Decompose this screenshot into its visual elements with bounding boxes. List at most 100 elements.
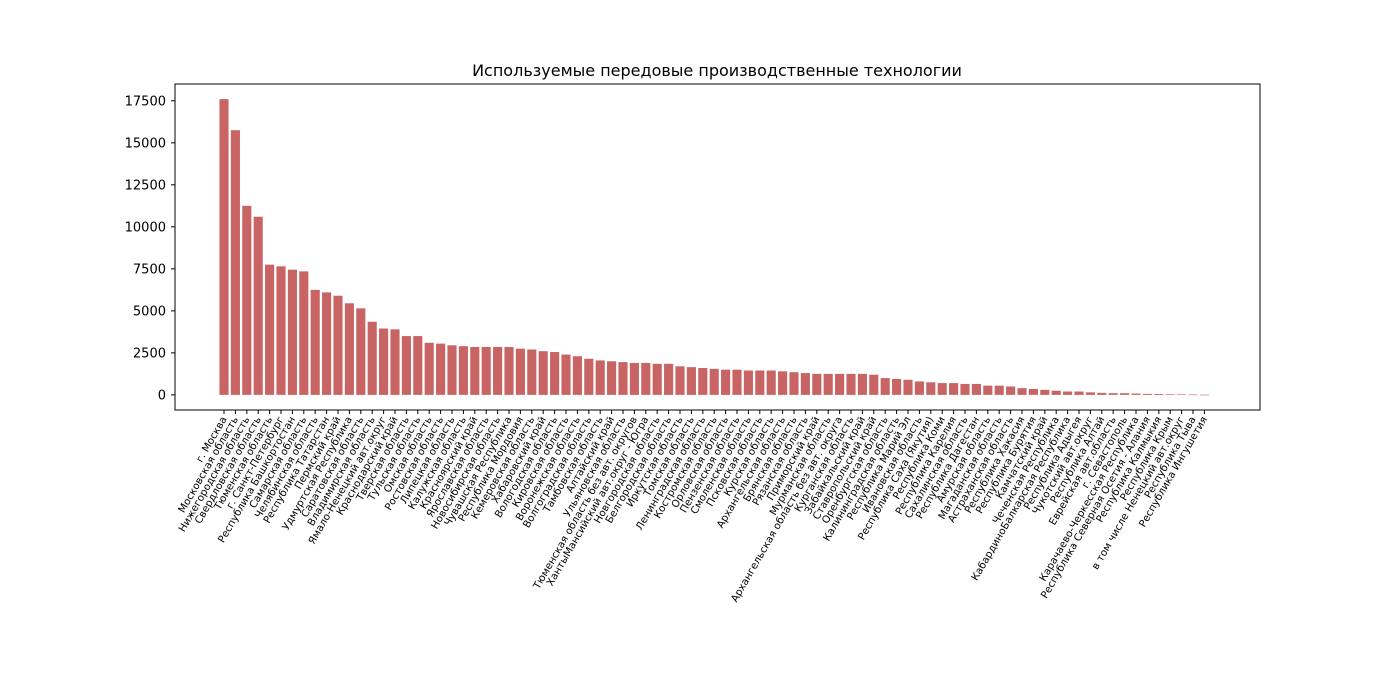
bar bbox=[367, 321, 377, 395]
bar bbox=[493, 346, 503, 395]
bar bbox=[994, 385, 1004, 395]
bar bbox=[1097, 392, 1107, 395]
bar bbox=[481, 346, 491, 395]
bar bbox=[470, 346, 480, 395]
bar bbox=[937, 383, 947, 395]
bar bbox=[230, 130, 240, 395]
y-tick-label: 10000 bbox=[125, 220, 166, 235]
bar bbox=[869, 374, 879, 395]
bar bbox=[253, 216, 263, 395]
bar bbox=[310, 289, 320, 395]
bar bbox=[971, 383, 981, 395]
bar bbox=[618, 362, 628, 395]
bar bbox=[333, 295, 343, 395]
bar bbox=[242, 205, 252, 395]
bar bbox=[686, 367, 696, 395]
bar bbox=[675, 366, 685, 395]
chart-title: Используемые передовые производственные … bbox=[472, 61, 962, 80]
bar bbox=[1131, 393, 1141, 395]
bar bbox=[390, 329, 400, 395]
bar bbox=[766, 370, 776, 395]
bar bbox=[641, 362, 651, 395]
bar bbox=[823, 373, 833, 395]
bar bbox=[538, 351, 548, 395]
bar bbox=[287, 269, 297, 395]
bar bbox=[778, 371, 788, 395]
bar bbox=[1063, 391, 1073, 395]
bar bbox=[743, 370, 753, 395]
bar bbox=[401, 336, 411, 395]
bar bbox=[846, 373, 856, 395]
bar bbox=[379, 328, 389, 395]
bar bbox=[652, 363, 662, 395]
bar bbox=[755, 370, 765, 395]
bar bbox=[721, 369, 731, 395]
bar bbox=[903, 379, 913, 395]
y-axis: 0 2500 5000 7500 10000 12500 15000 17500 bbox=[125, 94, 175, 403]
bar bbox=[857, 373, 867, 395]
bar bbox=[698, 367, 708, 395]
bar bbox=[561, 354, 571, 395]
bar bbox=[914, 381, 924, 395]
bar bbox=[344, 303, 354, 395]
bar bbox=[322, 292, 332, 395]
bar bbox=[550, 352, 560, 395]
bar bbox=[926, 382, 936, 395]
bar bbox=[413, 336, 423, 395]
bar bbox=[732, 369, 742, 395]
y-tick-label: 15000 bbox=[125, 136, 166, 151]
y-tick-label: 17500 bbox=[125, 94, 166, 109]
bar bbox=[1199, 394, 1209, 396]
bar bbox=[584, 358, 594, 395]
bar bbox=[1017, 388, 1027, 395]
bar bbox=[1142, 393, 1152, 395]
bar bbox=[1154, 394, 1164, 395]
bar bbox=[504, 346, 514, 395]
bar bbox=[629, 362, 639, 395]
bar bbox=[299, 271, 309, 395]
bar bbox=[572, 356, 582, 395]
bar bbox=[1085, 392, 1095, 395]
bar bbox=[1120, 393, 1130, 395]
bar bbox=[265, 264, 275, 395]
y-tick-label: 5000 bbox=[133, 304, 166, 319]
bar bbox=[607, 361, 617, 395]
bar bbox=[276, 266, 286, 395]
y-tick-label: 12500 bbox=[125, 178, 166, 193]
y-tick-label: 2500 bbox=[133, 346, 166, 361]
bar bbox=[1188, 394, 1198, 396]
bar bbox=[595, 360, 605, 395]
bar bbox=[800, 373, 810, 395]
y-tick-label: 7500 bbox=[133, 262, 166, 277]
bar bbox=[892, 378, 902, 395]
bar bbox=[983, 385, 993, 395]
plot-frame bbox=[174, 83, 1261, 411]
bar bbox=[219, 99, 229, 395]
bar bbox=[789, 372, 799, 395]
bar bbox=[1040, 389, 1050, 395]
bar bbox=[527, 349, 537, 395]
bar bbox=[1006, 386, 1016, 395]
y-tick-label: 0 bbox=[158, 388, 166, 403]
bar bbox=[709, 368, 719, 395]
bar bbox=[1165, 394, 1175, 395]
bar bbox=[1028, 388, 1038, 395]
bar bbox=[1108, 393, 1118, 395]
bar bbox=[960, 383, 970, 395]
bar bbox=[424, 342, 434, 395]
bars-layer bbox=[219, 99, 1209, 396]
bar bbox=[949, 383, 959, 395]
bar bbox=[835, 373, 845, 395]
bar bbox=[458, 346, 468, 395]
bar bbox=[436, 343, 446, 395]
bar bbox=[880, 378, 890, 395]
bar bbox=[1177, 394, 1187, 395]
bar bbox=[515, 348, 525, 395]
bar bbox=[356, 308, 366, 395]
bar bbox=[1051, 390, 1061, 395]
bar bbox=[1074, 391, 1084, 395]
bar bbox=[664, 363, 674, 395]
bar bbox=[812, 373, 822, 395]
